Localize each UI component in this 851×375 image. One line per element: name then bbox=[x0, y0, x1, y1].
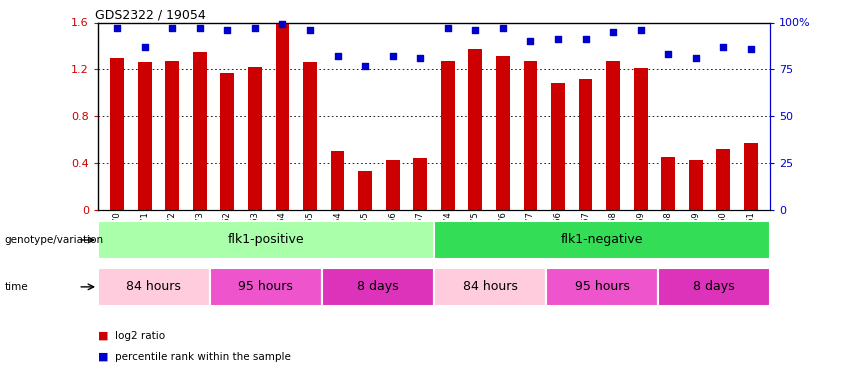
Bar bbox=[303, 62, 317, 210]
Point bbox=[248, 25, 262, 31]
Point bbox=[579, 36, 592, 42]
Bar bbox=[220, 73, 234, 210]
Bar bbox=[523, 61, 537, 210]
Text: flk1-negative: flk1-negative bbox=[561, 234, 643, 246]
Bar bbox=[717, 149, 730, 210]
Point bbox=[523, 38, 537, 44]
Point bbox=[386, 53, 399, 59]
Bar bbox=[111, 58, 124, 210]
Bar bbox=[210, 268, 322, 306]
Point bbox=[441, 25, 454, 31]
Bar bbox=[434, 268, 546, 306]
Text: ■: ■ bbox=[98, 331, 108, 340]
Text: 95 hours: 95 hours bbox=[574, 280, 630, 293]
Bar bbox=[414, 158, 427, 210]
Text: 8 days: 8 days bbox=[357, 280, 399, 293]
Bar bbox=[322, 268, 434, 306]
Bar bbox=[98, 221, 434, 259]
Bar bbox=[688, 160, 703, 210]
Bar bbox=[98, 268, 210, 306]
Point bbox=[358, 63, 372, 69]
Point bbox=[220, 27, 234, 33]
Text: genotype/variation: genotype/variation bbox=[4, 235, 103, 245]
Point bbox=[138, 44, 151, 50]
Bar bbox=[248, 67, 262, 210]
Text: GDS2322 / 19054: GDS2322 / 19054 bbox=[94, 8, 205, 21]
Text: flk1-positive: flk1-positive bbox=[227, 234, 305, 246]
Bar bbox=[744, 143, 757, 210]
Point bbox=[661, 51, 675, 57]
Text: 84 hours: 84 hours bbox=[463, 280, 517, 293]
Point bbox=[744, 46, 757, 52]
Bar bbox=[551, 84, 565, 210]
Bar bbox=[634, 68, 648, 210]
Point bbox=[469, 27, 483, 33]
Bar bbox=[386, 160, 400, 210]
Point bbox=[551, 36, 565, 42]
Text: 84 hours: 84 hours bbox=[127, 280, 181, 293]
Point bbox=[496, 25, 510, 31]
Bar bbox=[165, 61, 180, 210]
Bar bbox=[496, 57, 510, 210]
Text: time: time bbox=[4, 282, 28, 292]
Point bbox=[165, 25, 179, 31]
Bar bbox=[579, 79, 592, 210]
Point bbox=[606, 29, 620, 35]
Bar bbox=[468, 50, 483, 210]
Bar bbox=[658, 268, 770, 306]
Bar bbox=[606, 61, 620, 210]
Bar bbox=[331, 152, 345, 210]
Bar bbox=[441, 61, 454, 210]
Point bbox=[717, 44, 730, 50]
Text: ■: ■ bbox=[98, 352, 108, 362]
Point bbox=[193, 25, 207, 31]
Point bbox=[111, 25, 124, 31]
Point bbox=[331, 53, 345, 59]
Bar bbox=[546, 268, 658, 306]
Point bbox=[634, 27, 648, 33]
Bar bbox=[276, 24, 289, 210]
Point bbox=[303, 27, 317, 33]
Text: 8 days: 8 days bbox=[694, 280, 735, 293]
Point bbox=[414, 55, 427, 61]
Bar bbox=[193, 52, 207, 210]
Bar bbox=[661, 157, 675, 210]
Text: percentile rank within the sample: percentile rank within the sample bbox=[115, 352, 291, 362]
Bar bbox=[358, 171, 372, 210]
Bar bbox=[434, 221, 770, 259]
Text: log2 ratio: log2 ratio bbox=[115, 331, 165, 340]
Point bbox=[689, 55, 703, 61]
Point bbox=[276, 21, 289, 27]
Text: 95 hours: 95 hours bbox=[238, 280, 294, 293]
Bar bbox=[138, 62, 151, 210]
